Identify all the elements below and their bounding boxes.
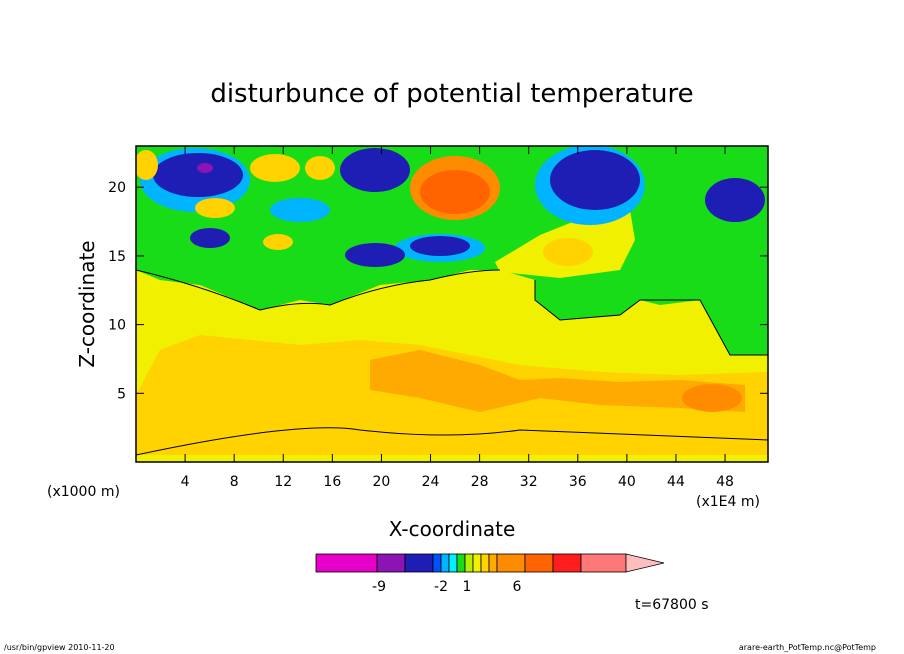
colorbar-swatch — [552, 553, 582, 573]
x-tick-label: 48 — [716, 474, 734, 490]
colorbar-swatch — [480, 553, 490, 573]
colorbar-arrow — [625, 553, 665, 573]
x-tick-label: 44 — [667, 474, 685, 490]
colorbar-swatch — [524, 553, 554, 573]
colorbar-swatch — [404, 553, 434, 573]
field-blue-cell-4 — [345, 243, 405, 267]
contour-line-low — [136, 427, 768, 456]
field-purple-cell-1 — [197, 163, 213, 173]
field-blue-cell-2 — [340, 148, 410, 192]
colorbar-swatch — [580, 553, 627, 573]
field-warm-cell-2 — [305, 156, 335, 180]
x-tick-label: 16 — [323, 474, 341, 490]
field-warm-cell-6 — [136, 150, 158, 180]
y-tick-label: 10 — [108, 318, 126, 334]
field-cyan-cell-4 — [270, 198, 330, 222]
colorbar-swatch — [456, 553, 466, 573]
footer-left: /usr/bin/gpview 2010-11-20 — [4, 643, 115, 652]
field-blue-cell-7 — [190, 228, 230, 248]
x-tick-label: 4 — [181, 474, 190, 490]
colorbar-swatch — [432, 553, 442, 573]
x-tick-label: 40 — [618, 474, 636, 490]
x-tick-label: 12 — [274, 474, 292, 490]
y-tick-label: 20 — [108, 180, 126, 196]
field-warm-cell-1 — [250, 154, 300, 182]
x-unit-left: (x1000 m) — [47, 484, 120, 500]
x-tick-label: 8 — [230, 474, 239, 490]
field-warm-cell-4 — [263, 234, 293, 250]
colorbar-swatch — [376, 553, 406, 573]
colorbar-swatch — [496, 553, 526, 573]
x-axis-title: X-coordinate — [389, 517, 516, 541]
x-tick-label: 28 — [471, 474, 489, 490]
contour-line-right — [534, 280, 768, 356]
colorbar-swatch — [472, 553, 482, 573]
y-axis: 5 10 15 20 — [108, 180, 768, 402]
plot-area — [136, 146, 768, 462]
colorbar-swatch — [488, 553, 498, 573]
colorbar-label: 1 — [463, 579, 472, 595]
y-axis-title: Z-coordinate — [75, 240, 99, 367]
x-tick-label: 36 — [569, 474, 587, 490]
time-annotation: t=67800 s — [635, 597, 709, 613]
colorbar-swatch — [464, 553, 474, 573]
colorbar-label: -9 — [372, 579, 386, 595]
plot-frame — [135, 145, 769, 463]
footer-right: arare-earth_PotTemp.nc@PotTemp — [739, 643, 876, 652]
colorbar-swatch — [448, 553, 458, 573]
field-orange-cell — [682, 384, 742, 412]
x-unit-right: (x1E4 m) — [696, 494, 760, 510]
colorbar-labels: -9 -2 1 6 — [372, 579, 522, 595]
chart-title: disturbunce of potential temperature — [210, 79, 693, 109]
colorbar-label: 6 — [513, 579, 522, 595]
colorbar-label: -2 — [434, 579, 448, 595]
x-tick-label: 32 — [520, 474, 538, 490]
field-blue-cell-6 — [705, 178, 765, 222]
x-tick-label: 24 — [422, 474, 440, 490]
field-blue-cell-5 — [550, 150, 640, 210]
colorbar-swatch — [440, 553, 450, 573]
field-blue-cell-1 — [153, 153, 243, 197]
y-tick-label: 5 — [117, 386, 126, 402]
y-tick-label: 15 — [108, 249, 126, 265]
colorbar-swatch — [315, 553, 378, 573]
field-warm-cell-3 — [195, 198, 235, 218]
colorbar — [315, 553, 665, 573]
field-warm-cell-5 — [543, 238, 593, 266]
x-axis: 4 8 12 16 20 24 28 32 36 40 44 48 — [181, 146, 734, 490]
field-blue-cell-3 — [410, 236, 470, 256]
field-orange-band — [370, 350, 745, 412]
contour-line-upper — [136, 269, 501, 311]
field-dark-orange-cell — [420, 170, 490, 214]
x-tick-label: 20 — [373, 474, 391, 490]
